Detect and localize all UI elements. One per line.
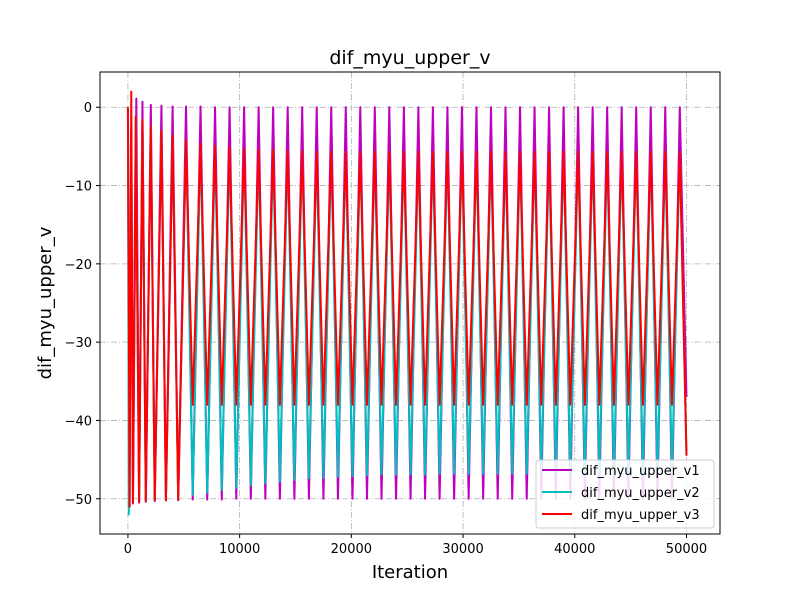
- plot-frame: [99, 71, 721, 535]
- x-tick-label: 50000: [666, 542, 707, 557]
- y-tick-label: −10: [65, 180, 92, 195]
- legend-label-2: dif_myu_upper_v2: [581, 486, 700, 501]
- legend-label-1: dif_myu_upper_v1: [581, 464, 700, 479]
- x-tick-label: 40000: [554, 542, 595, 557]
- x-axis-label: Iteration: [372, 562, 448, 583]
- chart-title: dif_myu_upper_v: [329, 47, 490, 69]
- axis-ticks: 0 10000 20000 30000 40000 50000 0 −10 −20 −30 −40 −…: [65, 101, 708, 557]
- y-axis-label: dif_myu_upper_v: [35, 226, 56, 379]
- series-line-3: [126, 90, 688, 508]
- y-tick-label: −30: [65, 336, 92, 351]
- legend: dif_myu_upper_v1 dif_myu_upper_v2 dif_myu_…: [535, 459, 715, 529]
- x-tick-label: 20000: [331, 542, 372, 557]
- series-lines: [126, 90, 688, 516]
- legend-entries: dif_myu_upper_v1 dif_myu_upper_v2 dif_myu_…: [542, 464, 700, 523]
- legend-box: [535, 459, 715, 529]
- legend-label-3: dif_myu_upper_v3: [581, 508, 700, 523]
- y-tick-label: −20: [65, 258, 92, 273]
- x-tick-label: 30000: [442, 542, 483, 557]
- y-tick-label: −50: [65, 493, 92, 508]
- y-tick-label: −40: [65, 414, 92, 429]
- x-tick-label: 10000: [219, 542, 260, 557]
- x-tick-label: 0: [124, 542, 132, 557]
- y-tick-label: 0: [84, 101, 92, 116]
